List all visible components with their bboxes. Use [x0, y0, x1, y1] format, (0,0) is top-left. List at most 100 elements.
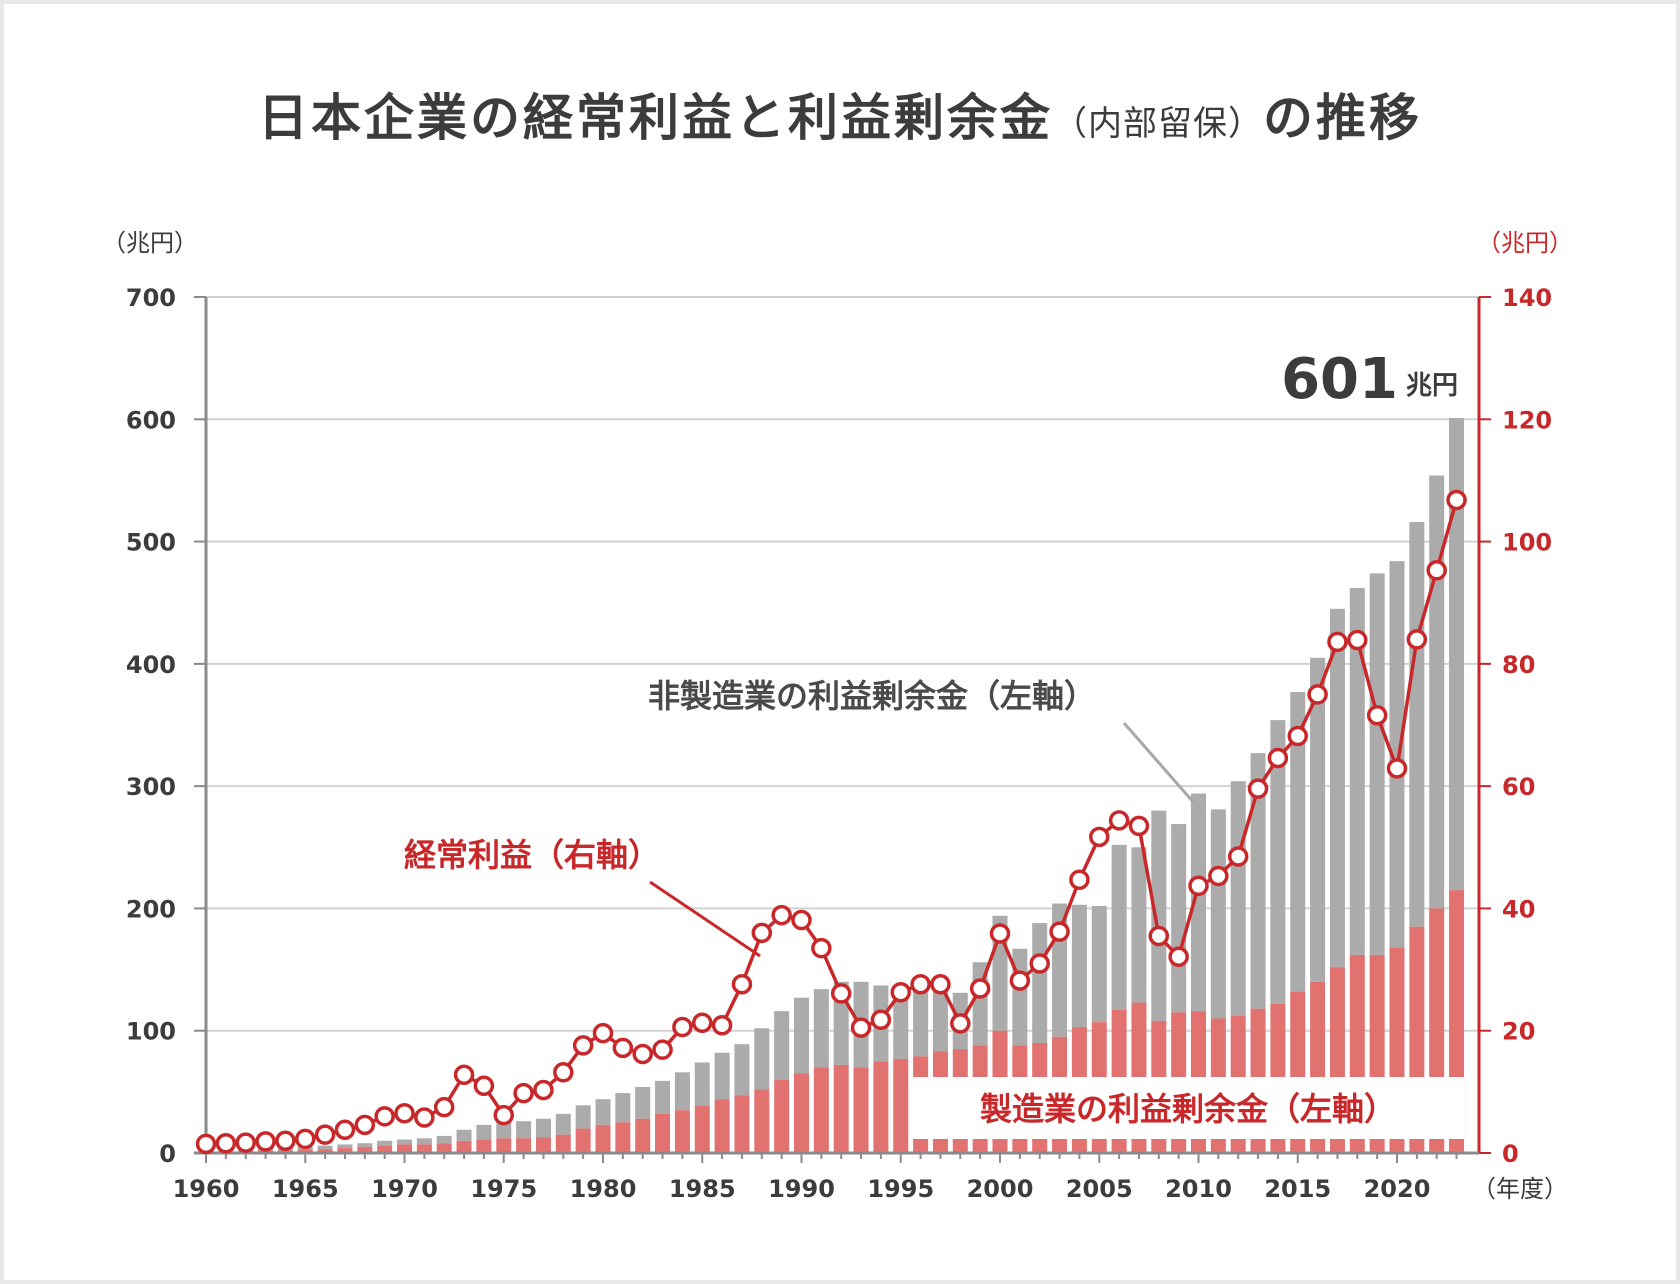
ordinary-profit-point	[473, 1075, 495, 1096]
bar-manufacturing	[575, 1128, 591, 1153]
ordinary-profit-point	[850, 1017, 872, 1038]
bar-non-manufacturing	[1071, 904, 1087, 1028]
leader-non-manufacturing	[1122, 722, 1204, 813]
ordinary-profit-point	[1069, 869, 1090, 890]
ordinary-profit-point	[235, 1132, 256, 1153]
leader-ordinary-profit	[649, 880, 761, 958]
ordinary-profit-point	[1307, 684, 1328, 705]
bar-non-manufacturing	[1329, 608, 1345, 968]
ordinary-profit-point	[1168, 946, 1189, 967]
bar-non-manufacturing	[1270, 720, 1286, 1004]
bar-non-manufacturing	[1171, 824, 1187, 1013]
x-tick-label: 1965	[272, 1175, 339, 1203]
ordinary-profit-point	[1347, 629, 1368, 651]
ordinary-profit-point	[1227, 846, 1249, 867]
x-tick-label: 2020	[1364, 1175, 1431, 1203]
ordinary-profit-point	[771, 904, 792, 926]
bar-non-manufacturing	[555, 1113, 571, 1135]
ordinary-profit-point	[969, 978, 991, 999]
bar-manufacturing	[476, 1139, 492, 1153]
annotation-non-manufacturing: 非製造業の利益剰余金（左軸）	[648, 677, 1096, 715]
x-tick-label: 2010	[1165, 1175, 1232, 1203]
right-tick-label: 20	[1502, 1018, 1535, 1046]
x-tick-label: 1975	[470, 1175, 537, 1203]
ordinary-profit-point	[1426, 560, 1447, 581]
right-axis-unit: （兆円）	[1477, 229, 1573, 257]
bar-manufacturing	[674, 1110, 690, 1153]
bar-manufacturing	[357, 1146, 373, 1153]
bar-non-manufacturing	[674, 1072, 690, 1111]
bar-manufacturing	[317, 1149, 333, 1153]
bar-non-manufacturing	[813, 989, 829, 1068]
bar-manufacturing	[397, 1144, 412, 1153]
bar-non-manufacturing	[575, 1105, 591, 1129]
bar-manufacturing	[535, 1137, 551, 1153]
bar-non-manufacturing	[1349, 588, 1365, 955]
ordinary-profit-point	[1188, 875, 1209, 897]
right-axis-ticks: 0 20 40 60 80 100 120 140	[1502, 284, 1552, 1168]
bar-manufacturing	[774, 1079, 790, 1153]
manufacturing-label-box	[912, 1077, 1464, 1139]
bar-non-manufacturing	[1032, 923, 1048, 1043]
bar-non-manufacturing	[774, 1011, 790, 1080]
bar-non-manufacturing	[754, 1028, 770, 1090]
bar-non-manufacturing	[1111, 844, 1127, 1010]
ordinary-profit-point	[295, 1128, 316, 1150]
ordinary-profit-point	[1446, 489, 1467, 511]
total-value: 601	[1281, 347, 1398, 412]
x-tick-label: 1970	[371, 1175, 438, 1203]
bar-non-manufacturing	[655, 1080, 671, 1114]
bar-non-manufacturing	[932, 986, 948, 1052]
title-suffix: の推移	[1263, 89, 1422, 147]
ordinary-profit-polyline	[205, 499, 1459, 1146]
ordinary-profit-point	[414, 1107, 435, 1128]
bar-non-manufacturing	[1369, 573, 1385, 955]
ordinary-profit-point	[215, 1132, 237, 1154]
bar-manufacturing	[416, 1144, 432, 1153]
x-axis-unit: （年度）	[1472, 1175, 1568, 1203]
left-tick-label: 0	[159, 1140, 176, 1168]
bar-non-manufacturing	[1131, 847, 1147, 1003]
ordinary-profit-point	[255, 1131, 276, 1152]
bar-non-manufacturing	[1310, 657, 1326, 982]
ordinary-profit-point	[553, 1062, 574, 1083]
ordinary-profit-point	[612, 1037, 634, 1059]
ordinary-profit-point	[950, 1013, 971, 1034]
ordinary-profit-point	[1049, 921, 1070, 942]
ordinary-profit-point	[1208, 865, 1229, 887]
ordinary-profit-point	[493, 1104, 514, 1126]
bar-non-manufacturing	[794, 997, 809, 1074]
ordinary-profit-point	[870, 1009, 892, 1030]
ordinary-profit-point	[533, 1079, 554, 1101]
ordinary-profit-point	[1287, 725, 1308, 747]
bar-non-manufacturing	[436, 1135, 452, 1144]
bar-manufacturing	[893, 1058, 909, 1153]
ordinary-profit-point	[453, 1064, 475, 1085]
x-tick-label: 1990	[768, 1175, 835, 1203]
ordinary-profit-point	[1267, 747, 1289, 769]
bar-non-manufacturing	[595, 1099, 611, 1125]
ordinary-profit-point	[731, 973, 753, 995]
ordinary-profit-point	[910, 973, 931, 995]
bar-non-manufacturing	[377, 1140, 393, 1146]
ordinary-profit-point	[692, 1012, 713, 1034]
bar-non-manufacturing	[635, 1086, 651, 1119]
bar-manufacturing	[833, 1064, 849, 1153]
x-tick-label: 2015	[1264, 1175, 1331, 1203]
ordinary-profit-point	[811, 937, 832, 959]
bar-non-manufacturing	[535, 1118, 551, 1138]
annotation-manufacturing: 製造業の利益剰余金（左軸）	[980, 1090, 1396, 1128]
ordinary-profit-point	[751, 922, 773, 944]
bar-non-manufacturing	[1290, 691, 1306, 992]
x-tick-label: 1985	[669, 1175, 736, 1203]
bar-non-manufacturing	[1429, 475, 1445, 909]
bar-manufacturing	[297, 1149, 313, 1153]
ordinary-profit-point	[1386, 758, 1408, 779]
chart-title: 日本企業の経常利益と利益剰余金（内部留保）の推移	[0, 78, 1680, 150]
ordinary-profit-point	[1089, 826, 1110, 848]
ordinary-profit-point	[354, 1114, 376, 1136]
bar-manufacturing	[456, 1140, 472, 1153]
ordinary-profit-point	[711, 1014, 733, 1036]
bar-non-manufacturing	[1091, 905, 1107, 1023]
bar-manufacturing	[734, 1095, 750, 1153]
